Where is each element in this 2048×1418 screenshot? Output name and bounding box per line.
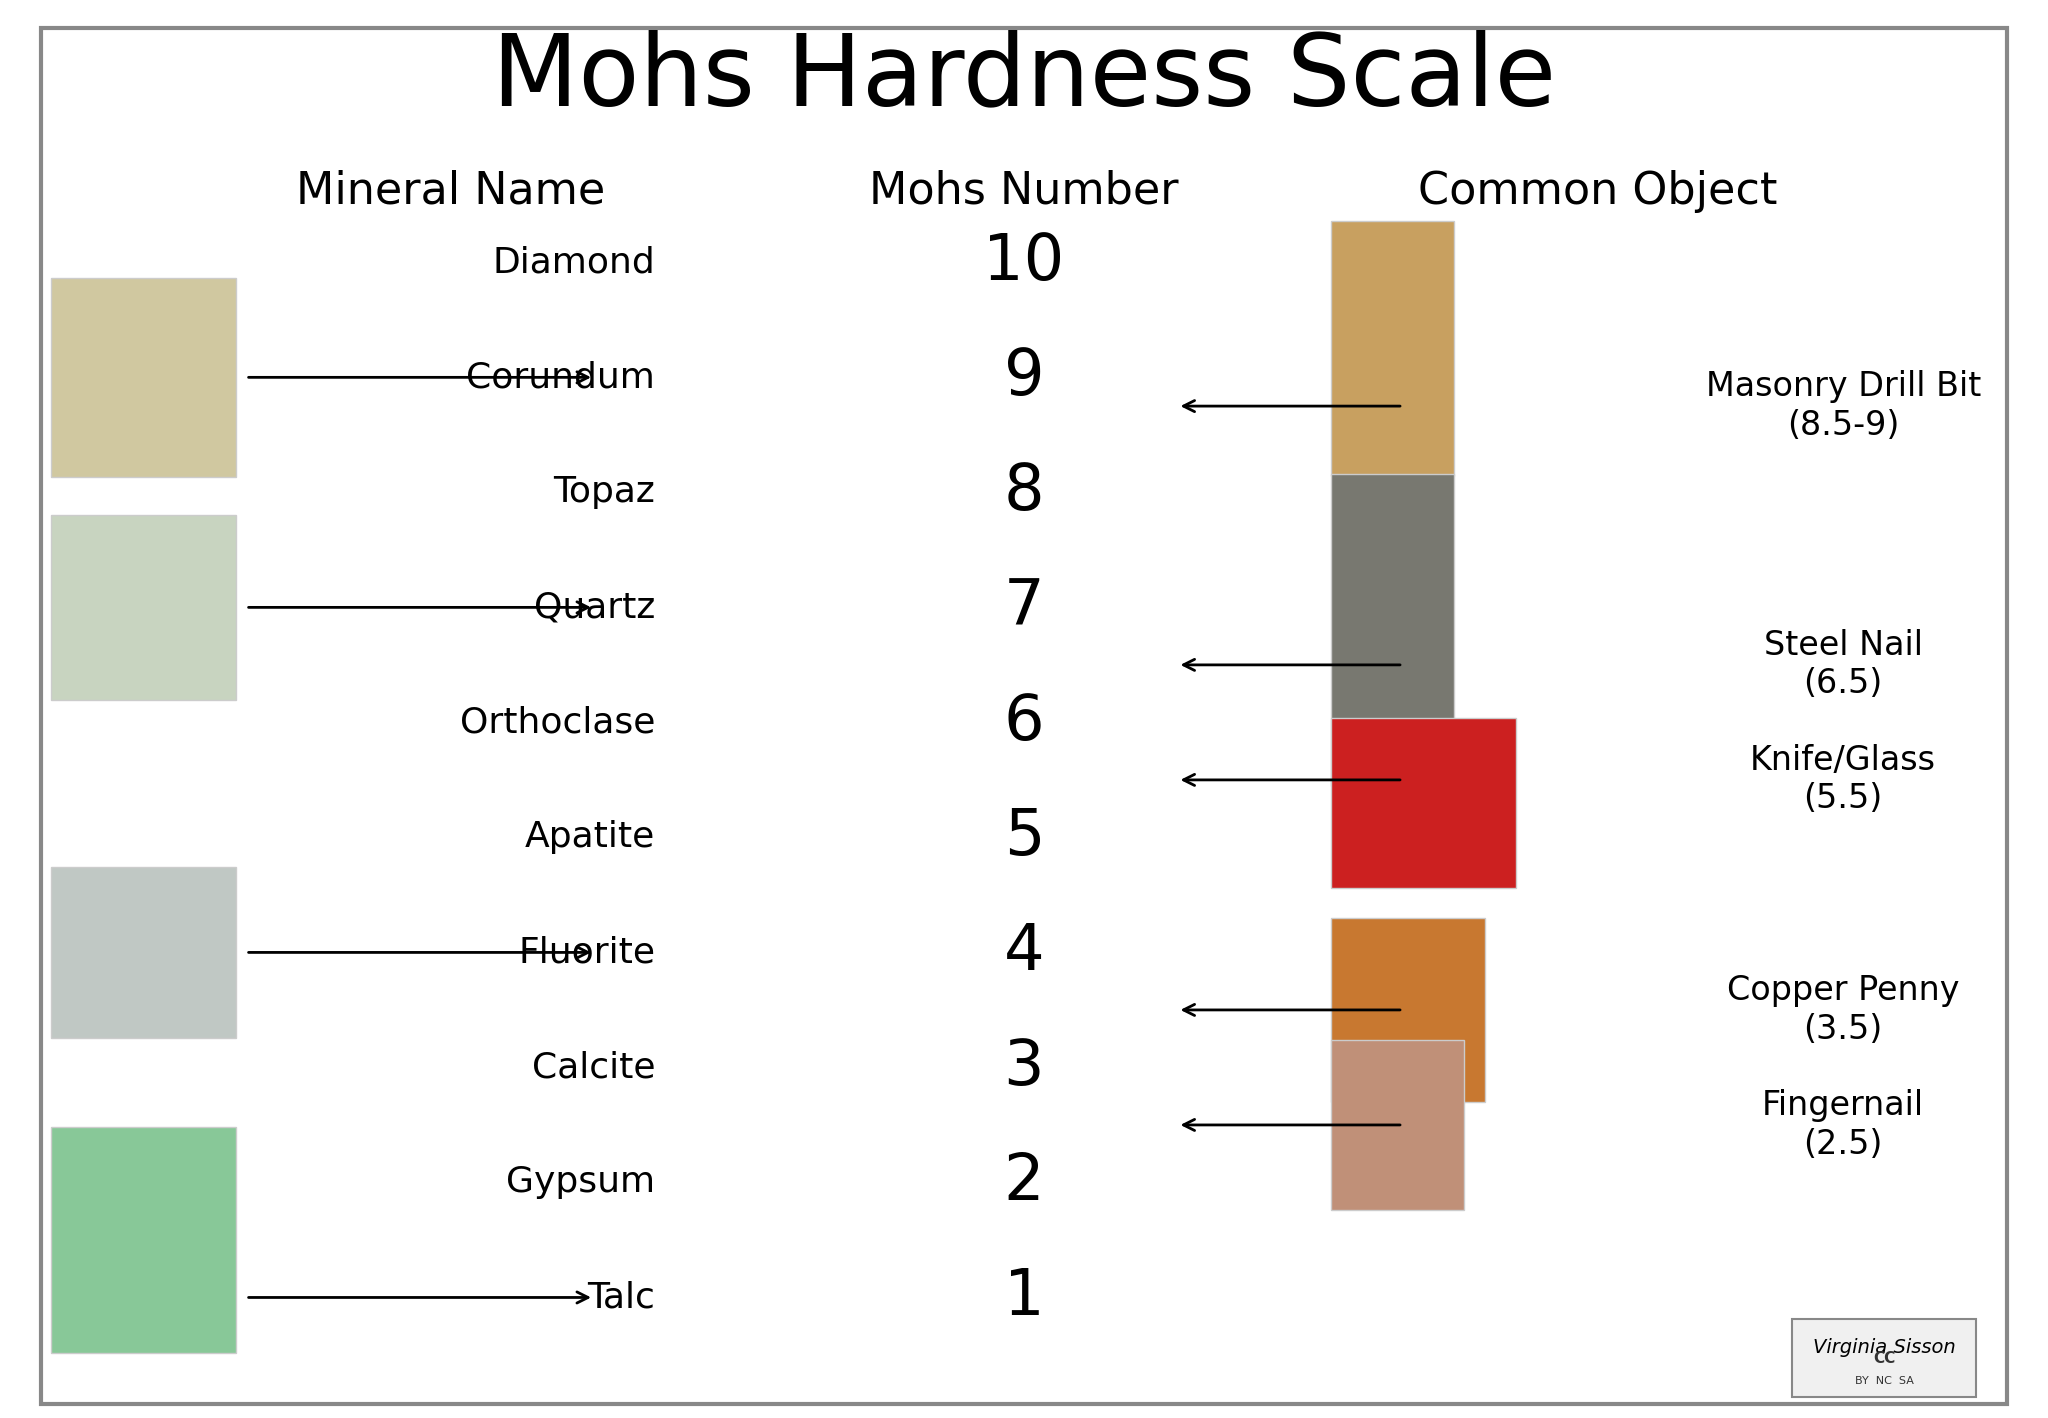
Text: 1: 1 xyxy=(1004,1266,1044,1329)
Text: BY  NC  SA: BY NC SA xyxy=(1855,1375,1913,1387)
Text: 2: 2 xyxy=(1004,1151,1044,1214)
Text: Common Object: Common Object xyxy=(1417,170,1778,213)
Text: CC: CC xyxy=(1874,1351,1894,1366)
Text: Masonry Drill Bit
(8.5-9): Masonry Drill Bit (8.5-9) xyxy=(1706,370,1980,441)
Text: Fingernail
(2.5): Fingernail (2.5) xyxy=(1761,1089,1925,1160)
Text: Knife/Glass
(5.5): Knife/Glass (5.5) xyxy=(1751,744,1935,815)
Text: Fluorite: Fluorite xyxy=(518,936,655,970)
Text: Topaz: Topaz xyxy=(553,475,655,509)
Text: 10: 10 xyxy=(983,231,1065,294)
Text: Mohs Number: Mohs Number xyxy=(868,170,1180,213)
Text: 8: 8 xyxy=(1004,461,1044,523)
Text: Quartz: Quartz xyxy=(535,590,655,624)
Text: Talc: Talc xyxy=(588,1280,655,1314)
Text: 9: 9 xyxy=(1004,346,1044,408)
FancyBboxPatch shape xyxy=(1331,475,1454,787)
FancyBboxPatch shape xyxy=(1331,718,1516,888)
Text: 4: 4 xyxy=(1004,922,1044,984)
Text: 6: 6 xyxy=(1004,692,1044,753)
Text: Corundum: Corundum xyxy=(467,360,655,394)
Text: Calcite: Calcite xyxy=(532,1051,655,1085)
FancyBboxPatch shape xyxy=(51,868,236,1038)
Text: Gypsum: Gypsum xyxy=(506,1166,655,1200)
Text: 7: 7 xyxy=(1004,576,1044,638)
FancyBboxPatch shape xyxy=(1792,1319,1976,1397)
Text: Steel Nail
(6.5): Steel Nail (6.5) xyxy=(1763,630,1923,700)
Text: Mohs Hardness Scale: Mohs Hardness Scale xyxy=(492,30,1556,126)
Text: 5: 5 xyxy=(1004,807,1044,868)
Text: Diamond: Diamond xyxy=(494,245,655,279)
Text: Mineral Name: Mineral Name xyxy=(295,170,606,213)
FancyBboxPatch shape xyxy=(51,1126,236,1353)
Text: Orthoclase: Orthoclase xyxy=(461,705,655,739)
FancyBboxPatch shape xyxy=(51,515,236,699)
FancyBboxPatch shape xyxy=(51,278,236,476)
Text: Apatite: Apatite xyxy=(524,821,655,855)
FancyBboxPatch shape xyxy=(1331,221,1454,476)
Text: 3: 3 xyxy=(1004,1037,1044,1099)
Text: Virginia Sisson: Virginia Sisson xyxy=(1812,1337,1956,1357)
FancyBboxPatch shape xyxy=(1331,917,1485,1102)
FancyBboxPatch shape xyxy=(1331,1039,1464,1210)
Text: Copper Penny
(3.5): Copper Penny (3.5) xyxy=(1726,974,1960,1045)
